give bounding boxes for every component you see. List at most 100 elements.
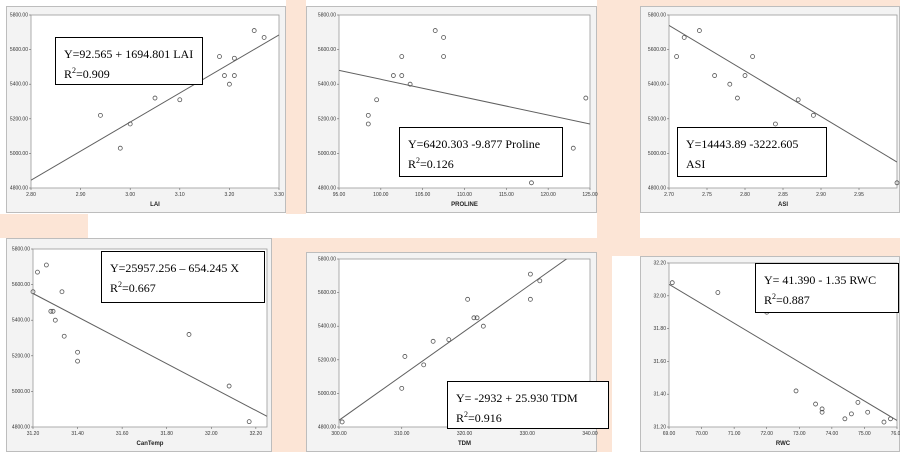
data-point (712, 73, 717, 78)
data-point (226, 383, 232, 389)
x-axis-label: TDM (458, 441, 471, 447)
x-tick-label: 330.00 (520, 431, 536, 437)
data-point (669, 280, 675, 286)
y-tick-label: 5600.00 (648, 47, 666, 53)
y-tick-label: 5800.00 (318, 13, 336, 19)
x-tick-label: 2.80 (26, 192, 36, 198)
x-axis-label: ASI (778, 202, 788, 208)
chart-proline-svg: 4800.00 5000.00 5200.00 5400.00 5600.00 5800.… (318, 13, 598, 209)
y-tick-label: 5800.00 (318, 257, 336, 263)
data-point (52, 317, 58, 323)
data-point (527, 296, 533, 302)
data-point (261, 35, 267, 40)
data-point (251, 28, 257, 33)
x-tick-label: 3.20 (225, 192, 235, 198)
y-tick-label: 4800.00 (318, 425, 336, 431)
data-point (399, 385, 405, 391)
y-tick-label: 32.00 (653, 293, 666, 299)
data-point (222, 73, 227, 78)
decor-block-top-mid-right (597, 0, 640, 240)
data-point (421, 362, 427, 368)
x-tick-label: 120.00 (541, 192, 557, 198)
data-point (848, 411, 854, 417)
x-axis-label: LAI (150, 202, 160, 208)
x-tick-label: 70.00 (695, 431, 708, 437)
fit-line (339, 259, 568, 421)
x-tick-label: 31.60 (116, 431, 129, 437)
equation-lai: Y=92.565 + 1694.801 LAI (64, 47, 194, 61)
data-point (529, 180, 534, 186)
y-tick-label: 5200.00 (648, 116, 666, 122)
y-tick-label: 5600.00 (12, 282, 30, 288)
x-tick-label: 32.20 (250, 431, 263, 437)
x-tick-label: 75.00 (858, 431, 871, 437)
equation-box-rwc: Y= 41.390 - 1.35 RWC R2=0.887 (755, 263, 899, 313)
y-tick-label: 5600.00 (318, 290, 336, 296)
decor-block-top-left-bottom (0, 214, 88, 238)
y-tick-label: 5400.00 (318, 82, 336, 88)
x-tick-label: 76.00 (891, 431, 900, 437)
data-point (537, 278, 543, 284)
data-point (674, 54, 679, 59)
x-tick-label: 2.95 (854, 192, 864, 198)
data-point (793, 388, 799, 394)
x-axis-label: PROLINE (451, 202, 478, 208)
x-tick-label: 300.00 (331, 431, 347, 437)
data-point (374, 97, 380, 103)
equation-box-cantemp: Y=25957.256 – 654.245 X R2=0.667 (101, 251, 265, 303)
x-tick-label: 115.00 (499, 192, 514, 198)
data-point (842, 416, 848, 422)
data-point (30, 289, 36, 295)
y-tick-label: 5800.00 (10, 13, 28, 19)
x-tick-label: 74.00 (826, 431, 839, 437)
equation-rwc: Y= 41.390 - 1.35 RWC (764, 273, 877, 287)
data-point (117, 145, 123, 151)
x-tick-label: 32.00 (205, 431, 218, 437)
data-point (819, 409, 825, 415)
decor-block-top-right (640, 0, 900, 6)
x-tick-label: 31.40 (71, 431, 84, 437)
y-tick-label: 4800.00 (318, 186, 336, 192)
data-point (231, 55, 237, 61)
y-tick-label: 5400.00 (648, 82, 666, 88)
x-tick-label: 71.00 (728, 431, 741, 437)
equation-box-lai: Y=92.565 + 1694.801 LAI R2=0.909 (55, 37, 203, 85)
data-point (365, 121, 371, 127)
x-tick-label: 2.75 (702, 192, 712, 198)
y-tick-label: 5600.00 (10, 47, 28, 53)
data-point (432, 28, 438, 33)
equation-box-tdm: Y= -2932 + 25.930 TDM R2=0.916 (447, 381, 609, 429)
data-point (43, 262, 49, 268)
data-point (888, 416, 893, 422)
data-point (61, 333, 67, 339)
chart-cantemp: 4800.00 5000.00 5200.00 5400.00 5600.00 5800.… (6, 238, 272, 452)
data-point (819, 406, 825, 412)
y-tick-label: 5000.00 (12, 389, 30, 395)
x-tick-label: 2.70 (664, 192, 674, 198)
x-axis-label: RWC (776, 441, 791, 447)
data-point (50, 308, 56, 314)
data-point (795, 97, 801, 103)
data-point (98, 112, 103, 118)
y-tick-label: 31.20 (653, 425, 666, 431)
y-tick-label: 5000.00 (318, 151, 336, 157)
x-tick-label: 69.00 (663, 431, 676, 437)
decor-block-bottom-right (612, 238, 900, 256)
data-point (681, 35, 687, 40)
y-tick-label: 5600.00 (318, 47, 336, 53)
data-point (772, 121, 778, 127)
x-tick-label: 95.00 (333, 192, 346, 198)
data-point (226, 81, 232, 87)
y-tick-label: 31.80 (653, 326, 666, 332)
x-tick-label: 31.20 (27, 431, 40, 437)
fit-line (669, 283, 897, 421)
x-tick-label: 310.00 (394, 431, 410, 437)
fit-line (31, 34, 279, 181)
data-point (735, 95, 740, 101)
x-tick-label: 2.90 (816, 192, 826, 198)
equation-cantemp: Y=25957.256 – 654.245 X (110, 261, 240, 275)
x-tick-label: 31.80 (160, 431, 173, 437)
equation-tdm: Y= -2932 + 25.930 TDM (456, 391, 578, 405)
data-point (881, 419, 887, 425)
chart-asi: 4800.00 5000.00 5200.00 5400.00 5600.00 5800.… (640, 6, 900, 213)
